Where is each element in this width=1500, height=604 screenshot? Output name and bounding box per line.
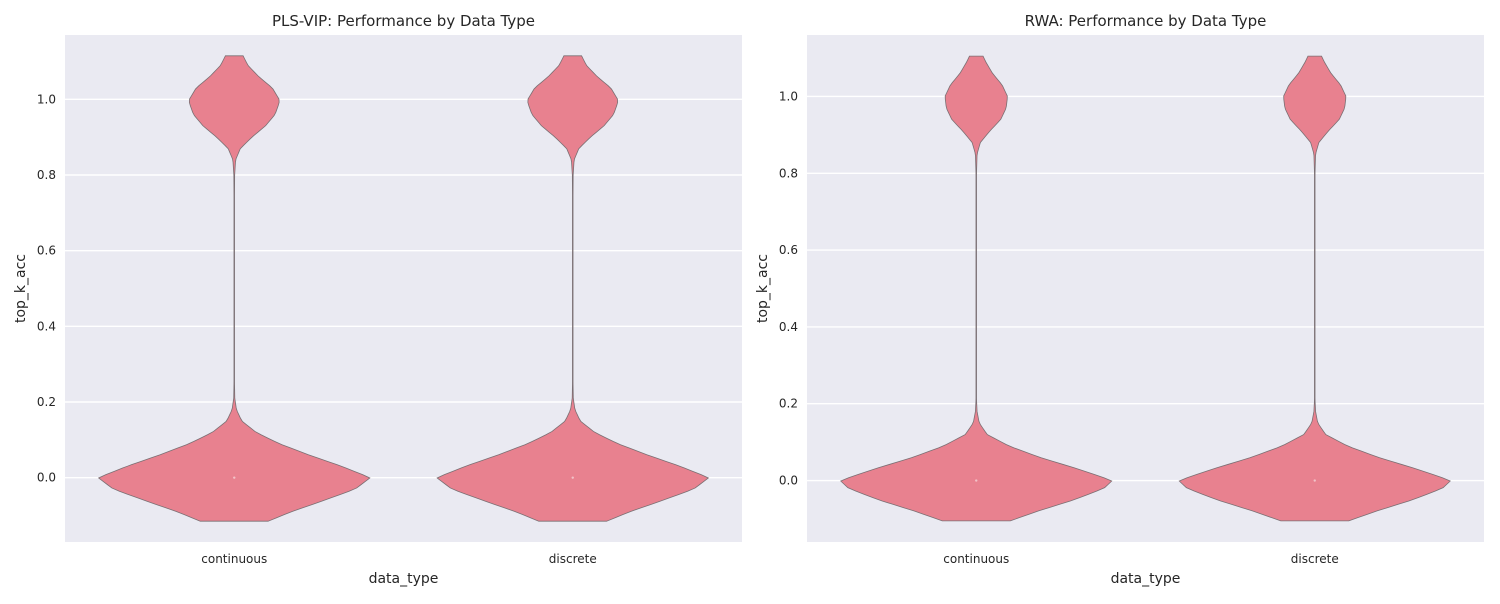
- chart-1-ytick-label: 0.8: [37, 168, 56, 182]
- chart-1-median-dot-continuous: [233, 476, 236, 479]
- chart-1-median-dot-discrete: [571, 476, 574, 479]
- chart-2-ytick-label: 0.0: [779, 474, 798, 488]
- chart-1-title: PLS-VIP: Performance by Data Type: [272, 12, 535, 30]
- chart-2-xtick-label: continuous: [943, 552, 1009, 566]
- chart-2-x-axis-label: data_type: [1111, 571, 1181, 587]
- chart-2-ytick-label: 0.2: [779, 397, 798, 411]
- chart-2-y-axis-label: top_k_acc: [755, 254, 771, 323]
- chart-1-violin-discrete: [436, 55, 710, 522]
- chart-1-ytick-label: 0.4: [37, 319, 56, 333]
- chart-2-title: RWA: Performance by Data Type: [1025, 12, 1267, 30]
- chart-2: 0.0 0.2 0.4 0.6 0.8 1.0 continuous discrete RWA:…: [755, 12, 1484, 587]
- chart-1-ytick-label: 0.0: [37, 471, 56, 485]
- chart-2-ytick-label: 0.4: [779, 320, 798, 334]
- chart-1-y-axis-label: top_k_acc: [13, 254, 29, 323]
- chart-1-ytick-label: 0.6: [37, 244, 56, 258]
- chart-1-violin-continuous: [97, 55, 371, 522]
- chart-2-ytick-label: 1.0: [779, 89, 798, 103]
- chart-1: 0.0 0.2 0.4 0.6 0.8 1.0 continuous discrete PLS-…: [13, 12, 742, 587]
- chart-2-violin-continuous: [840, 55, 1113, 522]
- chart-2-ytick-label: 0.6: [779, 243, 798, 257]
- chart-2-median-dot-discrete: [1313, 479, 1316, 482]
- chart-1-ytick-label: 0.2: [37, 395, 56, 409]
- chart-1-xtick-label: continuous: [201, 552, 267, 566]
- chart-1-xtick-label: discrete: [549, 552, 597, 566]
- chart-2-violin-discrete: [1178, 55, 1451, 522]
- chart-2-xtick-label: discrete: [1291, 552, 1339, 566]
- chart-2-ytick-label: 0.8: [779, 166, 798, 180]
- chart-2-median-dot-continuous: [975, 479, 978, 482]
- chart-1-x-axis-label: data_type: [369, 571, 439, 587]
- chart-1-ytick-label: 1.0: [37, 92, 56, 106]
